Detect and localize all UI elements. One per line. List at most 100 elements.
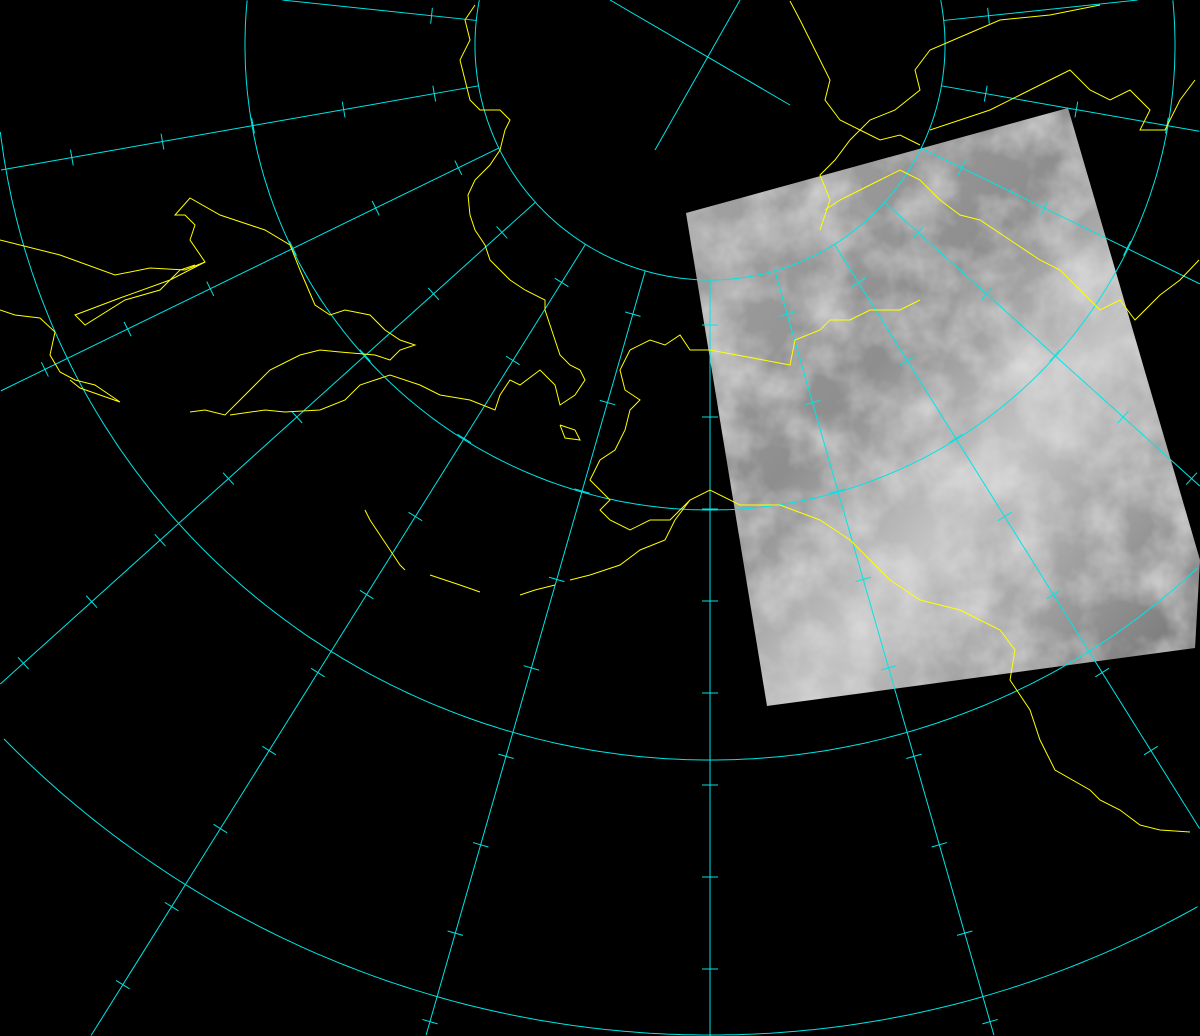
grid-tick <box>251 117 255 134</box>
grid-tick <box>548 576 565 583</box>
grid-tick <box>505 355 520 366</box>
grid-tick <box>206 281 215 297</box>
coastline-aleutians-3 <box>519 584 556 596</box>
grid-tick <box>289 240 297 256</box>
grid-tick <box>1095 667 1110 678</box>
meridian-line <box>0 147 500 392</box>
grid-tick <box>1143 745 1158 756</box>
grid-tick <box>1049 349 1061 362</box>
latitude-circle <box>710 0 946 281</box>
grid-tick <box>40 361 49 377</box>
grid-tick <box>85 595 98 608</box>
meridian-line <box>0 201 536 685</box>
coastline-alaska <box>629 299 921 366</box>
grid-tick <box>496 226 508 239</box>
grid-tick <box>222 472 235 485</box>
grid-tick <box>164 901 179 912</box>
coastline-siberia-east <box>0 197 417 416</box>
grid-tick <box>900 355 915 366</box>
grid-tick <box>983 85 988 102</box>
grid-tick <box>498 753 514 760</box>
grid-tick <box>262 745 277 756</box>
grid-tick <box>956 930 973 936</box>
grid-tick <box>422 1018 438 1025</box>
grid-tick <box>472 842 489 848</box>
grid-tick <box>554 277 569 288</box>
grid-tick <box>291 410 303 424</box>
grid-tick <box>1074 101 1079 118</box>
meridian-line <box>90 244 586 1036</box>
grid-tick <box>454 160 463 176</box>
grid-tick <box>341 101 346 118</box>
coastline-kamchatka-north <box>74 261 206 326</box>
grid-tick <box>69 149 74 166</box>
grid-tick <box>948 433 963 444</box>
grid-tick <box>906 753 922 760</box>
grid-tick <box>1046 589 1061 600</box>
meridian-line <box>654 0 741 151</box>
meridian-line <box>884 201 1200 487</box>
latitude-circle <box>0 132 710 761</box>
coastline-canada-arctic <box>819 4 1101 231</box>
meridian-line <box>943 0 1138 21</box>
grid-tick <box>359 349 371 362</box>
grid-tick <box>851 277 866 288</box>
grid-tick <box>457 433 472 444</box>
grid-tick <box>427 287 440 301</box>
coastline-aleutians-2 <box>429 574 481 593</box>
grid-tick <box>17 656 30 670</box>
grid-tick <box>982 1018 998 1025</box>
grid-tick <box>432 85 437 102</box>
grid-tick <box>574 488 590 494</box>
grid-tick <box>430 7 433 24</box>
grid-tick <box>523 665 540 671</box>
grid-tick <box>804 399 821 406</box>
grid-tick <box>123 321 132 337</box>
coastlines <box>0 0 1200 833</box>
satellite-image <box>686 108 1200 706</box>
coastline-canada-east <box>824 169 1200 321</box>
grid-tick <box>115 979 130 990</box>
latitude-circle <box>710 567 1198 761</box>
meridian-line <box>941 85 1200 132</box>
meridian-line <box>425 270 646 1036</box>
grid-tick <box>1185 472 1198 485</box>
grid-tick <box>997 511 1012 522</box>
grid-tick <box>213 823 228 834</box>
coastline-alaska-west <box>589 349 1191 833</box>
grid-tick <box>987 7 990 24</box>
grid-tick <box>855 576 872 583</box>
grid-tick <box>154 533 166 547</box>
coastline-greenland <box>789 0 921 146</box>
grid-tick <box>447 930 464 936</box>
grid-tick <box>980 287 993 301</box>
meridian-line <box>609 0 791 106</box>
latitude-circle <box>474 0 710 281</box>
latitude-circle <box>3 738 710 1036</box>
coastline-siberia-north <box>0 309 121 403</box>
grid-tick <box>624 311 641 317</box>
grid-tick <box>408 511 423 522</box>
grid-tick <box>160 133 165 150</box>
latitude-circle <box>244 0 710 511</box>
latitude-circle <box>710 906 1198 1036</box>
meridian-line <box>774 270 995 1036</box>
grid-tick <box>957 160 966 176</box>
grid-tick <box>310 667 325 678</box>
coastline-st-lawrence <box>559 424 581 441</box>
grid-tick <box>880 665 897 671</box>
grid-tick <box>830 488 846 494</box>
grid-tick <box>779 311 796 317</box>
coastline-chukotka <box>229 4 586 416</box>
grid-tick <box>931 842 948 848</box>
coastline-alaska-peninsula <box>569 499 691 581</box>
grid-tick <box>1040 200 1049 216</box>
grid-tick <box>359 589 374 600</box>
latitude-circle <box>710 0 1176 511</box>
grid-tick <box>1123 240 1131 256</box>
meridian-line <box>920 147 1200 285</box>
coastline-aleutians <box>364 509 406 571</box>
meridian-line <box>834 244 1200 829</box>
